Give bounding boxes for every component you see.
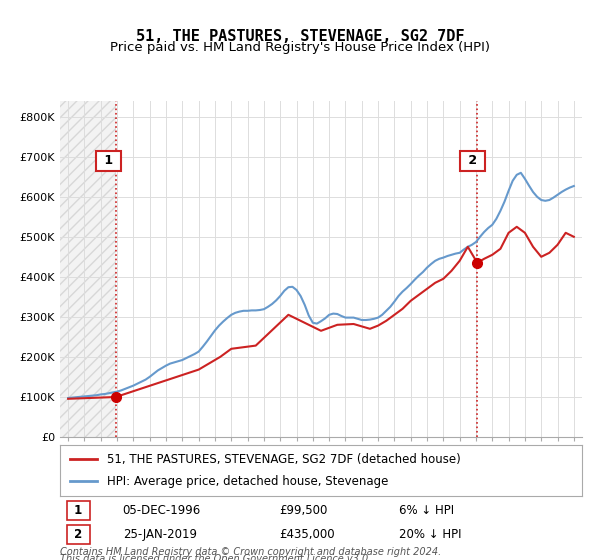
Text: This data is licensed under the Open Government Licence v3.0.: This data is licensed under the Open Gov… bbox=[60, 554, 371, 560]
Text: £99,500: £99,500 bbox=[279, 504, 328, 517]
Text: 2: 2 bbox=[464, 155, 481, 167]
Text: 2: 2 bbox=[70, 528, 87, 542]
Text: HPI: Average price, detached house, Stevenage: HPI: Average price, detached house, Stev… bbox=[107, 475, 388, 488]
Text: 1: 1 bbox=[70, 504, 87, 517]
Text: 51, THE PASTURES, STEVENAGE, SG2 7DF (detached house): 51, THE PASTURES, STEVENAGE, SG2 7DF (de… bbox=[107, 453, 461, 466]
Text: 20% ↓ HPI: 20% ↓ HPI bbox=[400, 528, 462, 542]
Text: 1: 1 bbox=[100, 155, 118, 167]
Text: 05-DEC-1996: 05-DEC-1996 bbox=[122, 504, 201, 517]
Bar bbox=[60, 101, 116, 437]
Text: 51, THE PASTURES, STEVENAGE, SG2 7DF: 51, THE PASTURES, STEVENAGE, SG2 7DF bbox=[136, 29, 464, 44]
Text: Contains HM Land Registry data © Crown copyright and database right 2024.: Contains HM Land Registry data © Crown c… bbox=[60, 547, 441, 557]
Text: 6% ↓ HPI: 6% ↓ HPI bbox=[400, 504, 454, 517]
Text: £435,000: £435,000 bbox=[279, 528, 335, 542]
Text: 25-JAN-2019: 25-JAN-2019 bbox=[122, 528, 197, 542]
Text: Price paid vs. HM Land Registry's House Price Index (HPI): Price paid vs. HM Land Registry's House … bbox=[110, 41, 490, 54]
